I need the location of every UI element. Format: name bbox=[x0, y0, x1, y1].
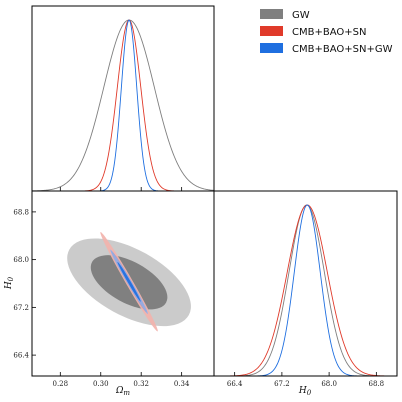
h0-bottom-tick-label: 67.2 bbox=[274, 380, 290, 388]
h0-tick-label: 67.2 bbox=[13, 304, 29, 312]
panel-frame bbox=[213, 190, 398, 377]
legend-label-cmb-bao-sn: CMB+BAO+SN bbox=[292, 27, 366, 38]
y-axis-label-h0: H0 bbox=[4, 276, 15, 290]
h0-bottom-tick-label: 66.4 bbox=[227, 380, 243, 388]
h0-curve-cmb-bao-sn bbox=[214, 204, 397, 377]
panel-h0-marginal: 66.4 67.2 68.0 68.8 bbox=[213, 190, 398, 388]
legend-swatch-cmb-bao-sn-gw bbox=[260, 43, 283, 53]
h0-tick-label: 68.0 bbox=[13, 256, 29, 264]
x-axis-label-h0: H0 bbox=[298, 386, 312, 397]
omega-m-tick-label: 0.30 bbox=[93, 380, 109, 388]
h0-bottom-tick-label: 68.0 bbox=[321, 380, 337, 388]
contour-cmb-bao-sn-gw-1sigma bbox=[117, 261, 141, 302]
h0-tick-label: 66.4 bbox=[13, 352, 29, 360]
h0-tick-label: 68.8 bbox=[13, 208, 29, 216]
h0-bottom-tick-label: 68.8 bbox=[369, 380, 385, 388]
legend-swatch-gw bbox=[260, 9, 283, 19]
h0-axis-ticks: 66.4 67.2 68.0 68.8 bbox=[13, 208, 36, 360]
legend-label-gw: GW bbox=[292, 10, 310, 21]
legend-swatch-cmb-bao-sn bbox=[260, 26, 283, 36]
omega-m-tick-label: 0.32 bbox=[133, 380, 149, 388]
omega-m-curve-gw bbox=[31, 19, 215, 192]
2d-contours bbox=[67, 232, 191, 332]
legend: GW CMB+BAO+SN CMB+BAO+SN+GW bbox=[260, 9, 393, 55]
x-axis-label-omega-m: Ωm bbox=[115, 386, 130, 397]
omega-m-tick-label: 0.34 bbox=[174, 380, 190, 388]
panel-2d-contours: 0.28 0.30 0.32 0.34 66.4 67.2 68.0 68.8 bbox=[13, 187, 215, 388]
legend-label-cmb-bao-sn-gw: CMB+BAO+SN+GW bbox=[292, 44, 393, 55]
h0-axis-ticks-bottom: 66.4 67.2 68.0 68.8 bbox=[227, 372, 384, 388]
omega-m-tick-label: 0.28 bbox=[53, 380, 69, 388]
omega-m-axis-ticks: 0.28 0.30 0.32 0.34 bbox=[53, 187, 190, 388]
